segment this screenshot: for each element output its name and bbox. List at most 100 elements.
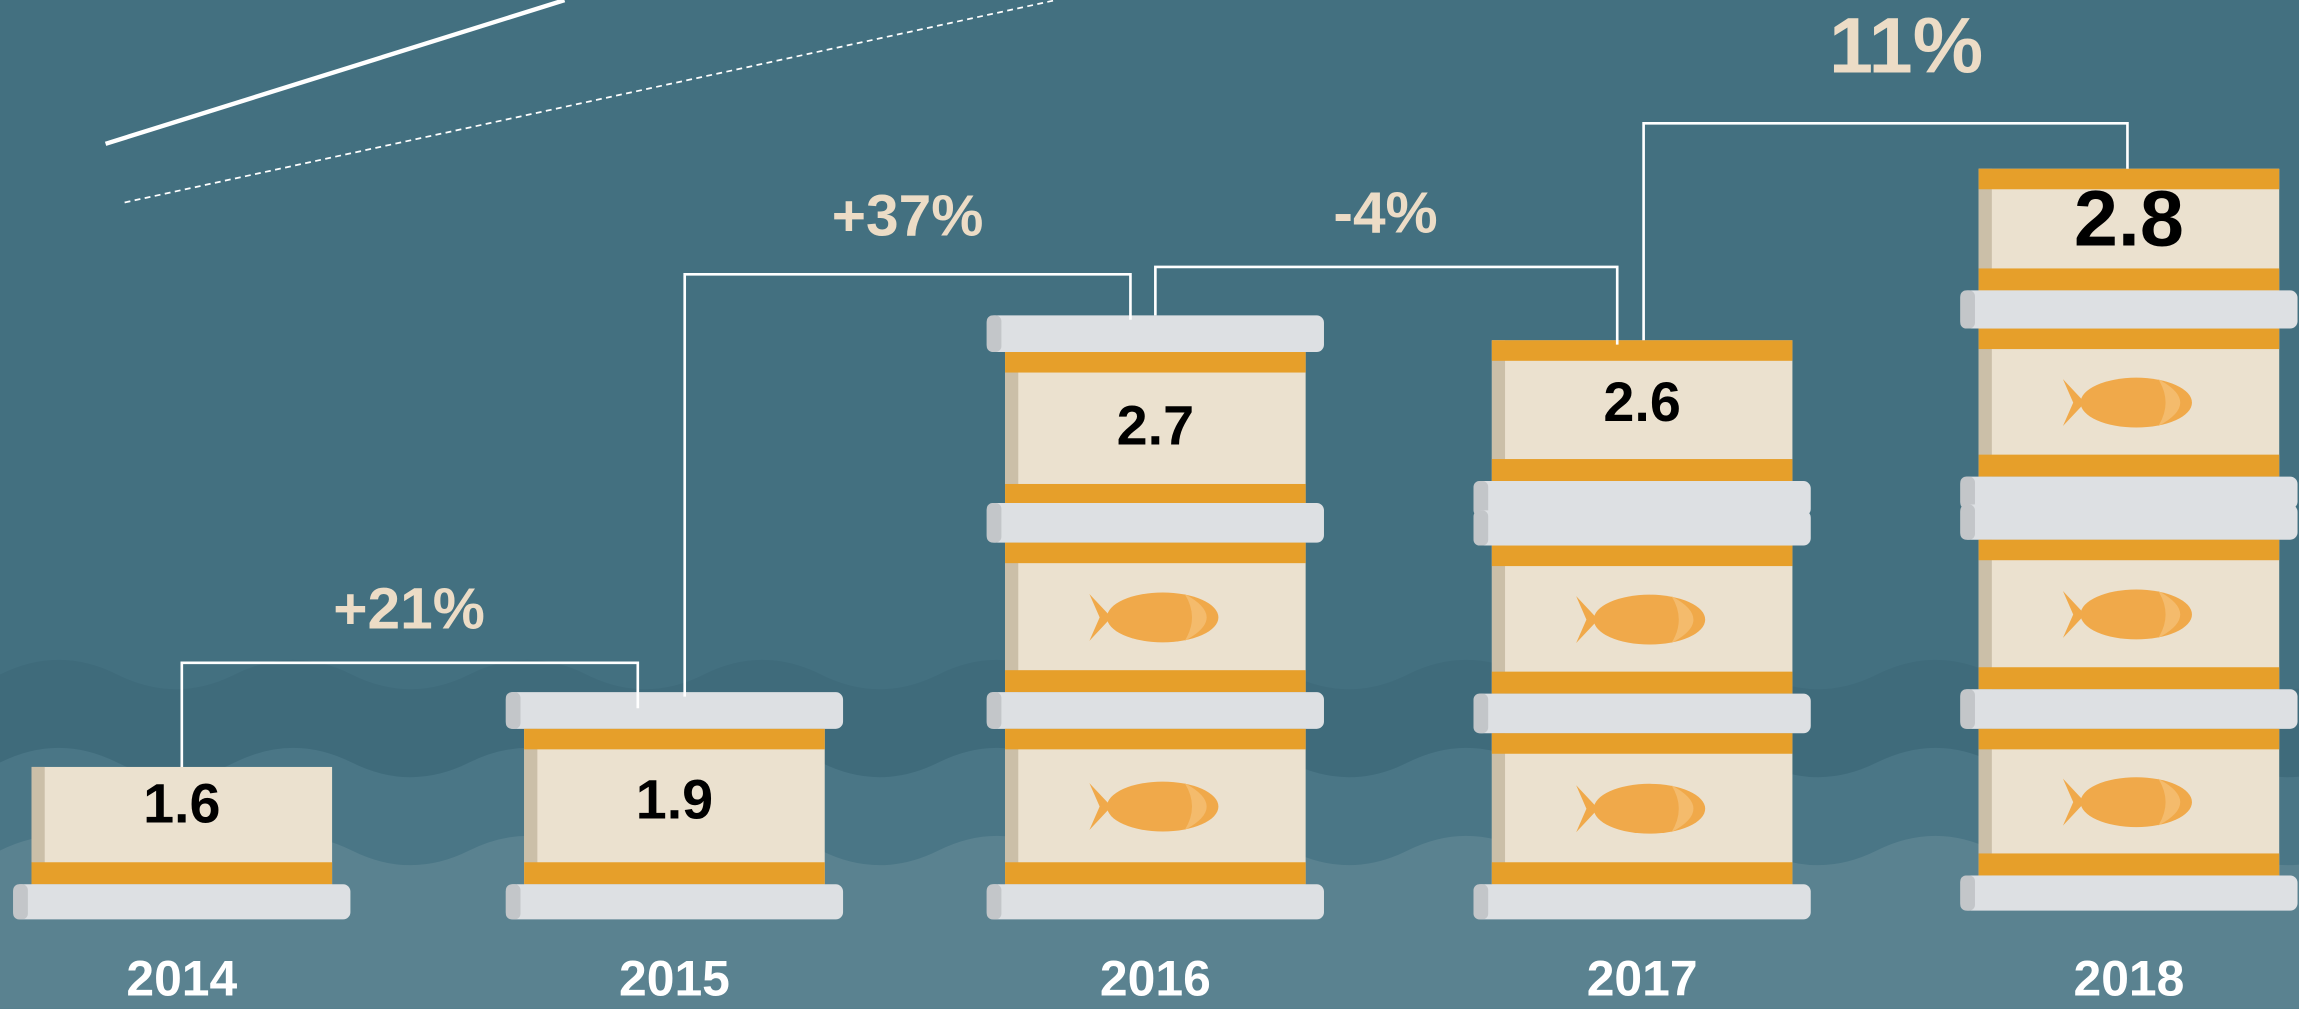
can-body (1005, 352, 1306, 506)
can-body-shade (1491, 340, 1506, 482)
fish-icon (1576, 785, 1599, 833)
can-lid-shade (1473, 510, 1489, 546)
can-lid (986, 884, 1324, 920)
can-stack (13, 766, 351, 920)
can-lid (505, 692, 844, 729)
can-body-shade (1978, 168, 1992, 291)
can-stripe (1978, 728, 2280, 750)
x-tick-label: 2017 (1587, 951, 1698, 1007)
can-body-shade (31, 766, 45, 885)
can-lid (1473, 693, 1811, 734)
fish-icon (1184, 593, 1207, 641)
change-label: 11% (1829, 0, 1983, 89)
can-stripe (1978, 268, 2280, 291)
can-lid (13, 884, 351, 920)
can-stack (986, 315, 1324, 920)
can-body (524, 728, 825, 885)
fish-icon (1089, 593, 1112, 641)
can-lid (1960, 476, 2298, 509)
can-stack (505, 692, 844, 920)
can-stripe (1005, 728, 1306, 750)
can-lid (986, 315, 1324, 353)
can-lid-shade (1960, 689, 1975, 729)
fish-icon (1671, 596, 1694, 644)
can-stripe (524, 728, 825, 750)
can-body (1491, 340, 1793, 482)
fish-icon (1576, 596, 1599, 644)
change-label: +21% (333, 576, 485, 641)
can-stripe (1978, 328, 2280, 350)
can-lid-shade (986, 315, 1002, 353)
can-stripe (1978, 539, 2280, 561)
fish-icon (2158, 379, 2181, 427)
can-lid (1960, 875, 2298, 911)
can-lid (986, 692, 1324, 729)
can-lid (1473, 510, 1811, 546)
can-stripe (1491, 340, 1793, 361)
can-body-shade (1005, 728, 1019, 885)
x-tick-label: 2018 (2073, 951, 2184, 1007)
can-stripe (1005, 542, 1306, 564)
can-lid (505, 884, 844, 920)
can-stack (1960, 168, 2298, 911)
can-stripe (1978, 168, 2280, 190)
can-stripe (1978, 454, 2280, 477)
can-lid-shade (13, 884, 28, 920)
can-stripe (1978, 667, 2280, 690)
can-stripe (31, 862, 333, 885)
can-body-shade (1978, 728, 1992, 876)
x-tick-label: 2016 (1100, 951, 1211, 1007)
value-label: 2.7 (1117, 394, 1194, 456)
can-stripe (1005, 670, 1306, 693)
fish-icon (2062, 379, 2085, 427)
can-stripe (1005, 862, 1306, 885)
can-lid-shade (986, 503, 1002, 543)
value-label: 1.6 (143, 773, 220, 835)
change-label: +37% (832, 184, 984, 249)
connector (1642, 121, 2129, 341)
can-lid-shade (986, 692, 1002, 729)
can-body-shade (1978, 539, 1992, 690)
value-label: 2.6 (1603, 371, 1680, 433)
can-stripe (524, 862, 825, 885)
can-lid (1473, 481, 1811, 517)
can-lid-shade (986, 884, 1002, 920)
can-lid (1960, 290, 2298, 329)
connector (180, 661, 640, 767)
can-stripe (1491, 862, 1793, 885)
can-stripe (1978, 853, 2280, 876)
fish-icon (2158, 591, 2181, 638)
fish-icon (1089, 783, 1112, 830)
decor-line (124, 0, 1056, 204)
can-lid (1960, 689, 2298, 729)
chart-layer: 1.6 2014 1.9 2015 2.7 2016 2.6 2017 2.8 2018 +21% +… (13, 0, 2298, 1007)
can-stripe (1005, 483, 1306, 506)
fish-icon (2158, 778, 2181, 826)
can-lid-shade (505, 692, 521, 729)
can-body-shade (1005, 542, 1019, 693)
can-lid-shade (1473, 481, 1489, 517)
can-lid (1473, 884, 1811, 920)
can-stripe (1491, 671, 1793, 694)
can-body-shade (524, 728, 538, 885)
can-stripe (1491, 733, 1793, 754)
can-lid-shade (1473, 693, 1489, 734)
can-lid-shade (1473, 884, 1489, 920)
connector (683, 272, 1132, 697)
can-stripe (1005, 352, 1306, 373)
connector (1154, 265, 1619, 345)
can-body-shade (1005, 352, 1019, 506)
value-label: 1.9 (636, 768, 713, 830)
can-body-shade (1491, 545, 1506, 694)
can-lid-shade (1960, 476, 1975, 509)
can-body-shade (1491, 733, 1506, 885)
can-lid (1960, 504, 2298, 540)
fish-icon (1184, 783, 1207, 830)
can-stripe (1491, 459, 1793, 482)
can-lid (986, 503, 1324, 543)
fish-icon (2062, 591, 2085, 638)
can-stack (1473, 340, 1811, 920)
fish-icon (2062, 778, 2085, 826)
